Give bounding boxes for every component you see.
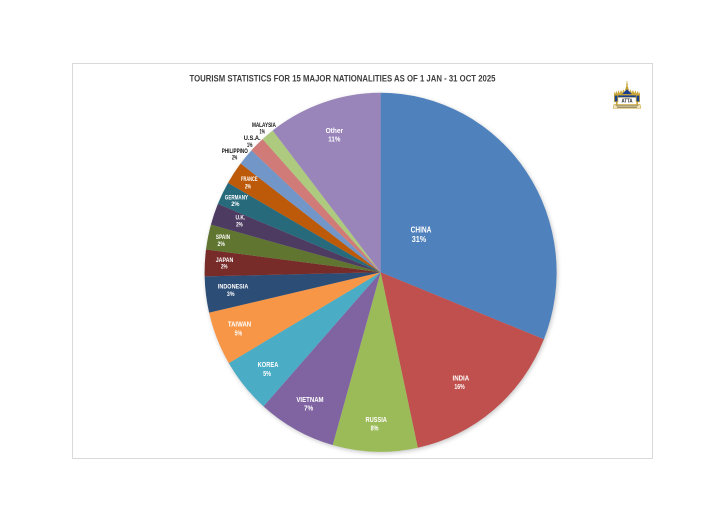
svg-text:TOURISM STATISTICS FOR 15 MAJO: TOURISM STATISTICS FOR 15 MAJOR NATIONAL… [190, 74, 496, 84]
svg-text:31%: 31% [412, 235, 427, 244]
svg-text:MALAYSIA: MALAYSIA [252, 123, 276, 129]
svg-text:KOREA: KOREA [258, 362, 279, 369]
svg-text:Other: Other [326, 126, 343, 135]
svg-text:2%: 2% [236, 222, 243, 228]
svg-text:U.K.: U.K. [236, 216, 246, 222]
svg-text:JAPAN: JAPAN [216, 257, 234, 264]
svg-text:GERMANY: GERMANY [225, 196, 248, 202]
svg-text:3%: 3% [227, 291, 235, 298]
svg-text:2%: 2% [231, 202, 240, 208]
svg-text:VIETNAM: VIETNAM [296, 395, 323, 404]
svg-text:ATTA: ATTA [622, 99, 633, 105]
svg-text:RUSSIA: RUSSIA [366, 417, 387, 424]
svg-text:2%: 2% [245, 185, 251, 191]
svg-text:U.S.A.: U.S.A. [244, 136, 261, 142]
svg-text:2%: 2% [221, 264, 228, 271]
svg-text:1%: 1% [247, 143, 253, 149]
svg-text:2%: 2% [232, 156, 238, 162]
svg-text:FRANCE: FRANCE [241, 177, 257, 183]
svg-text:8%: 8% [371, 425, 379, 432]
svg-text:TAIWAN: TAIWAN [228, 322, 251, 329]
svg-text:CHINA: CHINA [411, 226, 432, 235]
svg-text:16%: 16% [454, 382, 465, 391]
svg-text:PHILIPPINO: PHILIPPINO [222, 149, 248, 155]
svg-text:5%: 5% [263, 371, 271, 378]
svg-text:2%: 2% [218, 242, 226, 248]
svg-text:1%: 1% [260, 130, 266, 136]
svg-text:SPAIN: SPAIN [216, 235, 230, 241]
svg-text:7%: 7% [304, 404, 314, 413]
svg-text:INDIA: INDIA [453, 374, 470, 383]
svg-text:INDONESIA: INDONESIA [218, 283, 249, 290]
svg-text:5%: 5% [235, 330, 243, 337]
svg-text:11%: 11% [328, 135, 340, 144]
